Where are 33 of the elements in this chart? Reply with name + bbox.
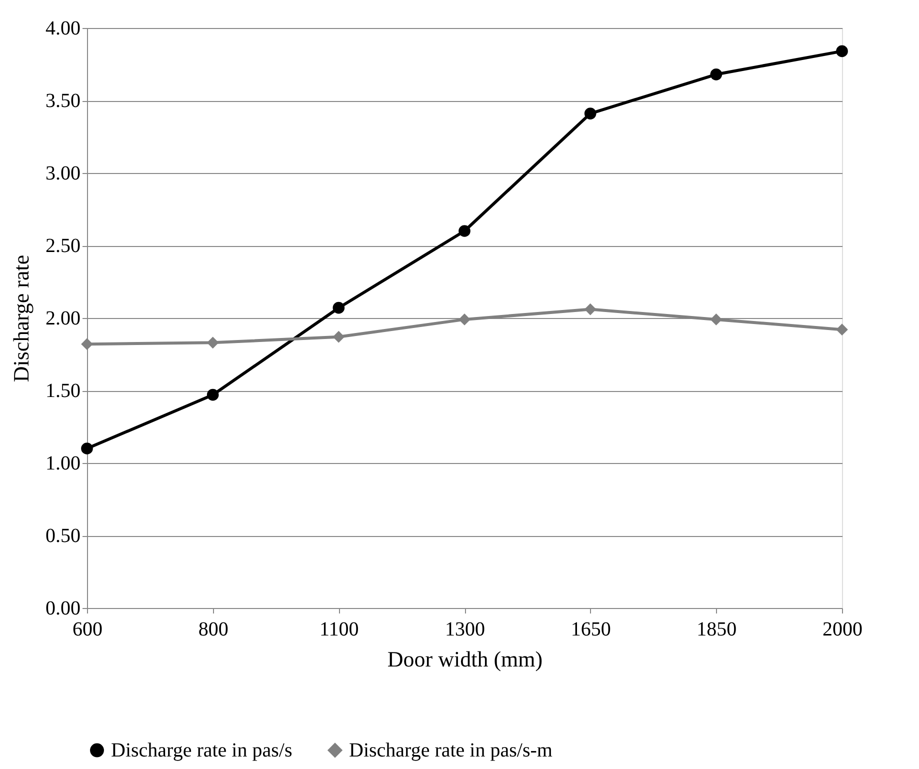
point (206, 336, 219, 349)
x-tick-label: 1100 (320, 618, 359, 640)
point (584, 108, 596, 120)
y-tick-label: 3.00 (46, 162, 80, 184)
y-tick-label: 1.50 (46, 380, 80, 402)
x-tick-label: 1850 (696, 618, 737, 640)
point (836, 324, 848, 336)
point (81, 338, 93, 350)
point (836, 45, 848, 58)
x-tick-label: 1650 (570, 618, 611, 640)
point (332, 302, 345, 314)
y-tick-label: 2.00 (46, 308, 80, 330)
x-tick-label: 600 (72, 618, 102, 640)
y-axis-title: Discharge rate (8, 254, 34, 382)
y-tick-label: 1.00 (46, 452, 80, 474)
point (458, 314, 470, 326)
y-tick-label: 3.50 (46, 90, 80, 112)
x-tick-label: 2000 (822, 618, 862, 640)
point (584, 303, 596, 316)
y-tick-label: 4.00 (46, 18, 80, 40)
x-tick-label: 800 (198, 618, 228, 640)
legend-label: Discharge rate in pas/s (111, 739, 292, 762)
legend-label: Discharge rate in pas/s-m (349, 739, 553, 762)
point (206, 388, 219, 401)
point (332, 330, 345, 343)
point (458, 225, 470, 237)
y-tick-label: 2.50 (46, 235, 80, 257)
x-tick-label: 1300 (445, 618, 485, 640)
point (710, 68, 722, 80)
y-tick-label: 0.50 (46, 525, 80, 547)
y-tick-label: 0.00 (46, 598, 80, 620)
x-axis-title: Door width (mm) (387, 646, 543, 672)
point (81, 442, 93, 454)
